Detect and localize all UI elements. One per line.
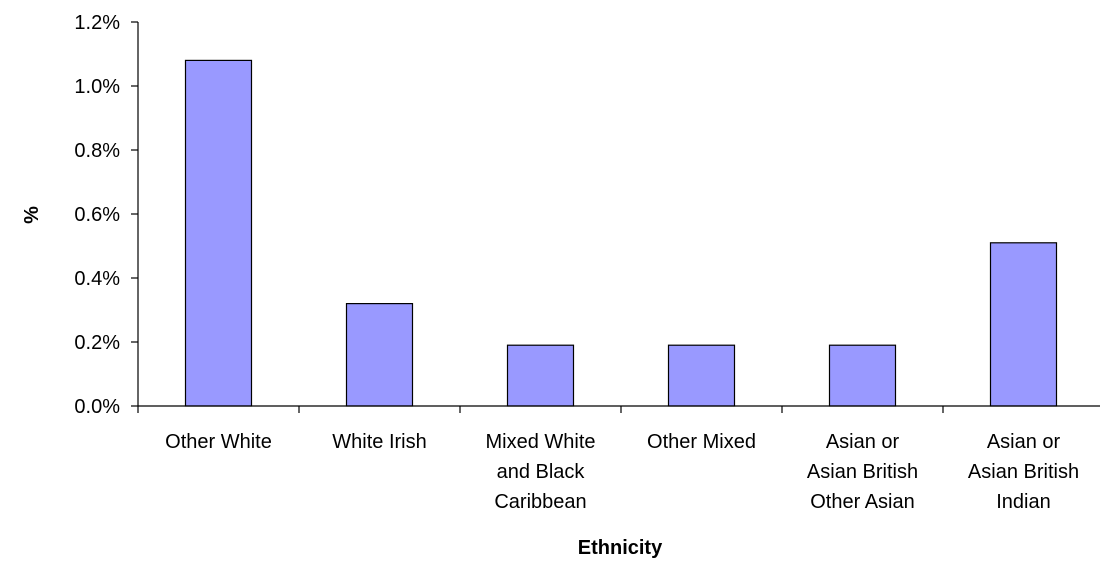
- category-label-4-line-2: Other Asian: [810, 491, 915, 513]
- category-label-5-line-0: Asian or: [987, 431, 1061, 453]
- labels-layer: 0.0% 0.2% 0.4% 0.6% 0.8% 1.0% 1.2% Other White W…: [74, 12, 1079, 513]
- bar-5: [989, 242, 1058, 407]
- bar-0: [184, 59, 253, 407]
- category-label-3-line-0: Other Mixed: [647, 431, 756, 453]
- y-tick-label-6: 1.2%: [74, 12, 120, 34]
- category-label-0-line-0: Other White: [165, 431, 272, 453]
- bar-3: [667, 344, 736, 407]
- category-label-1-line-0: White Irish: [332, 431, 426, 453]
- bars-layer: [184, 59, 1058, 407]
- category-label-0: Other White: [165, 431, 272, 453]
- bar-4: [828, 344, 897, 407]
- y-tick-label-2: 0.4%: [74, 268, 120, 290]
- category-label-4: Asian or Asian British Other Asian: [807, 431, 918, 513]
- category-label-2-line-0: Mixed White: [485, 431, 595, 453]
- y-tick-label-1: 0.2%: [74, 332, 120, 354]
- y-tick-label-4: 0.8%: [74, 140, 120, 162]
- y-tick-label-3: 0.6%: [74, 204, 120, 226]
- category-label-2-line-1: and Black: [497, 461, 586, 483]
- ticks-layer: [131, 21, 944, 413]
- category-label-2-line-2: Caribbean: [494, 491, 586, 513]
- bar-2: [506, 344, 575, 407]
- category-label-5: Asian or Asian British Indian: [968, 431, 1079, 513]
- x-axis-title: Ethnicity: [578, 537, 663, 559]
- category-label-3: Other Mixed: [647, 431, 756, 453]
- y-tick-label-5: 1.0%: [74, 76, 120, 98]
- category-label-2: Mixed White and Black Caribbean: [485, 431, 595, 513]
- category-label-5-line-1: Asian British: [968, 461, 1079, 483]
- axes-layer: [137, 22, 1100, 407]
- bar-1: [345, 303, 414, 407]
- y-axis-title: %: [21, 206, 43, 224]
- category-label-1: White Irish: [332, 431, 426, 453]
- category-label-5-line-2: Indian: [996, 491, 1051, 513]
- category-label-4-line-0: Asian or: [826, 431, 900, 453]
- category-label-4-line-1: Asian British: [807, 461, 918, 483]
- y-tick-label-0: 0.0%: [74, 396, 120, 418]
